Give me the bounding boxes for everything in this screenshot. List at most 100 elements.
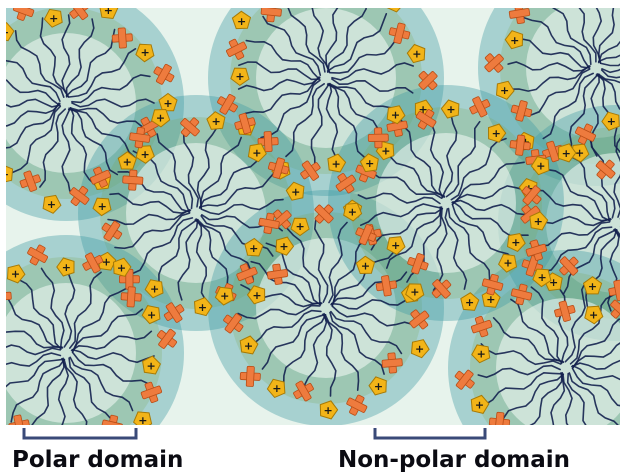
anion-icon — [163, 302, 185, 323]
svg-text:+: + — [503, 257, 512, 270]
cation-icon: + — [43, 8, 63, 28]
cation-icon: + — [497, 253, 518, 273]
nonpolar-domain-bracket — [373, 428, 487, 440]
anion-icon — [488, 411, 511, 425]
svg-text:+: + — [198, 301, 207, 314]
anion-icon — [89, 166, 112, 188]
anion-icon — [69, 186, 90, 206]
cation-icon: + — [92, 197, 112, 217]
anion-icon — [239, 365, 261, 387]
cation-icon: + — [144, 279, 164, 299]
svg-text:+: + — [391, 108, 400, 121]
svg-text:+: + — [235, 70, 244, 83]
cation-icon: + — [214, 286, 234, 306]
anion-icon — [509, 134, 531, 156]
svg-text:+: + — [589, 308, 598, 321]
cation-icon: + — [231, 10, 252, 30]
svg-text:+: + — [500, 84, 509, 97]
cation-icon: + — [359, 153, 379, 173]
anion-icon — [82, 252, 104, 274]
anion-icon — [217, 93, 238, 115]
anion-icon — [508, 8, 531, 25]
anion-icon — [575, 123, 596, 145]
anion-icon — [6, 291, 12, 301]
anion-icon — [521, 185, 542, 206]
anion-icon — [484, 53, 504, 73]
anion-icon — [608, 279, 620, 302]
svg-text:+: + — [477, 347, 486, 360]
svg-text:+: + — [11, 268, 20, 281]
micelle-canvas: + + + + + + + + + + + + + + + + + + + + + + + + + + + + + + + + + + + + + + + +… — [6, 8, 620, 425]
svg-text:+: + — [220, 290, 229, 303]
cation-icon: + — [193, 297, 213, 317]
cation-icon: + — [6, 264, 26, 284]
svg-text:+: + — [536, 160, 545, 173]
anion-icon — [27, 244, 48, 266]
cation-icon: + — [487, 123, 507, 143]
svg-text:+: + — [410, 286, 419, 299]
cation-icon: + — [42, 194, 62, 214]
svg-text:+: + — [534, 215, 543, 228]
anion-icon — [223, 313, 244, 334]
svg-text:+: + — [492, 127, 501, 140]
svg-text:+: + — [295, 220, 304, 233]
anion-icon — [119, 268, 140, 290]
svg-text:+: + — [291, 185, 300, 198]
svg-text:+: + — [249, 242, 258, 255]
svg-text:+: + — [252, 146, 261, 159]
cation-icon: + — [386, 8, 401, 13]
svg-text:+: + — [415, 342, 424, 355]
svg-text:+: + — [6, 26, 9, 39]
svg-text:+: + — [446, 103, 455, 116]
anion-icon — [260, 8, 282, 23]
svg-text:+: + — [150, 282, 159, 295]
svg-text:+: + — [588, 280, 597, 293]
anion-icon — [559, 256, 579, 276]
cation-icon: + — [386, 105, 406, 125]
anion-icon — [470, 315, 493, 338]
anion-icon — [418, 70, 438, 91]
svg-text:+: + — [324, 404, 333, 417]
svg-text:+: + — [607, 115, 616, 128]
svg-text:+: + — [49, 12, 58, 25]
anion-icon — [388, 22, 411, 44]
svg-text:+: + — [156, 111, 165, 124]
anion-icon — [375, 275, 398, 297]
polar-domain-bracket — [22, 428, 138, 440]
cation-icon: + — [530, 156, 550, 176]
cation-icon: + — [410, 339, 430, 359]
cation-icon: + — [141, 305, 161, 325]
anion-icon — [300, 160, 321, 181]
anion-icon — [122, 169, 144, 191]
anion-icon — [542, 140, 564, 163]
svg-text:+: + — [117, 261, 126, 274]
anion-icon — [180, 117, 200, 137]
anion-icon — [335, 173, 357, 194]
svg-text:+: + — [391, 239, 400, 252]
anion-icon — [381, 352, 403, 374]
cation-icon: + — [230, 67, 250, 87]
cation-icon: + — [142, 355, 162, 375]
cation-icon: + — [470, 394, 490, 414]
svg-text:+: + — [348, 205, 357, 218]
anion-icon — [481, 273, 504, 296]
svg-text:+: + — [332, 157, 341, 170]
cation-icon: + — [471, 344, 491, 364]
anion-icon — [454, 369, 475, 390]
polar-domain-label: Polar domain — [12, 447, 184, 473]
ion-layer: + + + + + + + + + + + + + + + + + + + + + + + + + + + + + + + + + + + + + + + +… — [6, 8, 620, 425]
cation-icon: + — [406, 43, 426, 64]
svg-text:+: + — [272, 382, 281, 395]
cation-icon: + — [368, 376, 387, 396]
anion-icon — [257, 131, 279, 153]
svg-text:+: + — [252, 289, 261, 302]
cation-icon: + — [481, 288, 501, 308]
anion-icon — [8, 414, 30, 425]
svg-text:+: + — [365, 157, 374, 170]
svg-text:+: + — [537, 271, 546, 284]
cation-icon: + — [327, 153, 347, 173]
cation-icon: + — [557, 143, 577, 163]
cation-icon: + — [319, 400, 339, 420]
anion-icon — [293, 380, 314, 402]
cation-icon: + — [582, 276, 603, 295]
